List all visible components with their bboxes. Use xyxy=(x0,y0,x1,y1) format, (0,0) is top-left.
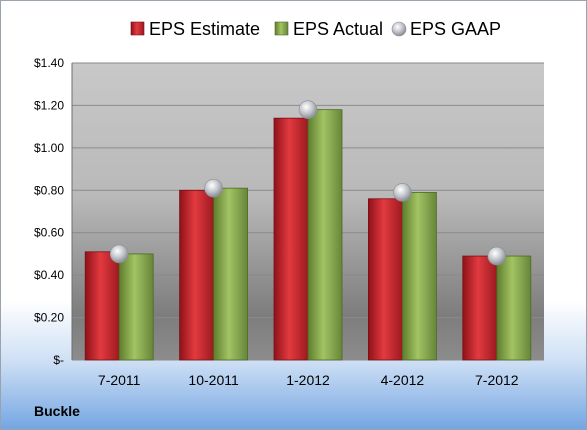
marker-eps-gaap xyxy=(204,178,223,198)
y-tick-label: $0.60 xyxy=(34,226,64,240)
legend-label: EPS GAAP xyxy=(410,19,501,39)
y-tick-label: $1.20 xyxy=(34,98,64,112)
y-tick-label: $- xyxy=(53,353,64,367)
y-tick-label: $0.20 xyxy=(34,311,64,325)
bar-eps-actual xyxy=(118,253,154,361)
bar-eps-estimate xyxy=(84,251,120,361)
y-tick-label: $0.40 xyxy=(34,268,64,282)
x-tick-label: 4-2012 xyxy=(381,372,425,388)
marker-eps-gaap xyxy=(298,100,318,119)
legend-label: EPS Actual xyxy=(293,19,383,39)
bar-eps-actual xyxy=(307,109,343,361)
legend-label: EPS Estimate xyxy=(149,19,260,39)
legend-swatch-eps-gaap xyxy=(391,21,407,37)
bar-eps-actual xyxy=(401,192,437,361)
y-tick-label: $1.40 xyxy=(34,56,64,70)
bar-eps-actual xyxy=(496,255,532,361)
marker-eps-gaap xyxy=(393,183,412,202)
y-tick-label: $0.80 xyxy=(34,183,64,197)
x-tick-label: 10-2011 xyxy=(188,372,239,388)
legend-swatch-eps-actual xyxy=(274,21,289,36)
x-tick-label: 1-2012 xyxy=(286,372,330,388)
x-tick-label: 7-2012 xyxy=(475,372,519,388)
bar-eps-estimate xyxy=(367,198,403,361)
x-tick-label: 7-2011 xyxy=(98,372,141,388)
company-label: Buckle xyxy=(34,403,80,419)
y-tick-label: $1.00 xyxy=(34,141,64,155)
marker-eps-gaap xyxy=(109,244,129,264)
bar-eps-estimate xyxy=(179,189,215,361)
bar-eps-estimate xyxy=(273,117,309,361)
marker-eps-gaap xyxy=(487,246,507,266)
legend-swatch-eps-estimate xyxy=(130,21,145,36)
bar-eps-estimate xyxy=(462,255,498,361)
bar-eps-actual xyxy=(213,187,249,361)
